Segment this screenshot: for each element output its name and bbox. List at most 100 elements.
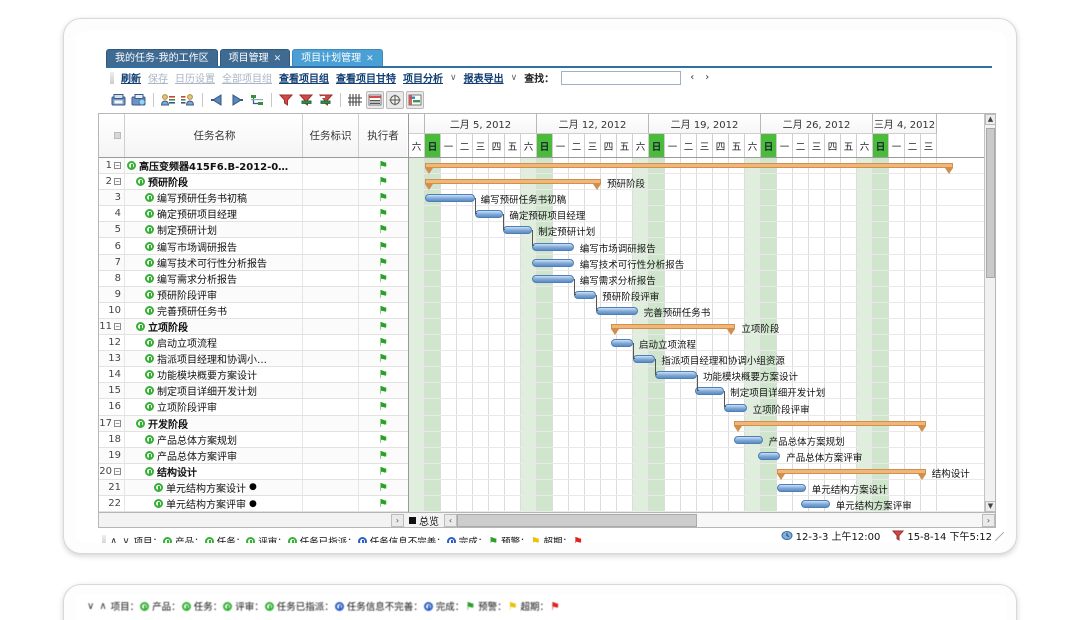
task-mark-cell[interactable]: [303, 318, 359, 335]
gantt-row[interactable]: [409, 432, 995, 448]
executor-cell[interactable]: ⚑: [359, 399, 407, 414]
task-name-cell[interactable]: 高压变频器415F6.B-2012-0…: [125, 158, 303, 174]
gantt-row[interactable]: [409, 496, 995, 512]
table-row[interactable]: 3 编写预研任务书初稿 ⚑: [99, 190, 408, 207]
assign-task-icon[interactable]: [179, 91, 197, 109]
gantt-task-bar[interactable]: [425, 194, 475, 203]
executor-cell[interactable]: ⚑: [359, 448, 407, 463]
task-mark-cell[interactable]: [303, 351, 359, 367]
executor-cell[interactable]: ⚑: [359, 367, 407, 382]
task-name-cell[interactable]: 编写预研任务书初稿: [125, 190, 303, 206]
next-result-icon[interactable]: ›: [705, 72, 710, 83]
gantt-row[interactable]: [409, 448, 995, 464]
executor-cell[interactable]: ⚑: [359, 383, 407, 398]
task-mark-cell[interactable]: [303, 222, 359, 238]
table-row[interactable]: 17− 开发阶段 ⚑: [99, 415, 408, 432]
gantt-body[interactable]: 预研阶段 编写预研任务书初稿 确定预研项目经理 制定预研计划 编写市场调研报告 编写技术可…: [409, 158, 995, 512]
drag-grip[interactable]: [102, 535, 106, 543]
gantt-summary-bar[interactable]: [425, 163, 953, 174]
gantt-row[interactable]: [409, 335, 995, 352]
column-header-executor[interactable]: 执行者: [359, 114, 407, 157]
tab-my-tasks[interactable]: 我的任务-我的工作区: [106, 49, 218, 67]
gantt-row[interactable]: [409, 416, 995, 432]
task-mark-cell[interactable]: [303, 158, 359, 174]
save-project-icon[interactable]: [130, 91, 148, 109]
task-name-cell[interactable]: 编写市场调研报告: [125, 238, 303, 254]
task-name-cell[interactable]: 预研阶段: [125, 174, 303, 190]
scroll-thumb[interactable]: [986, 128, 995, 278]
gantt-row[interactable]: [409, 367, 995, 384]
executor-cell[interactable]: ⚑: [359, 158, 407, 173]
gantt-row[interactable]: [409, 190, 995, 207]
collapse-down-icon[interactable]: ∨: [87, 600, 95, 612]
overview-button[interactable]: 总览: [404, 513, 444, 528]
table-row[interactable]: 16 立项阶段评审 ⚑: [99, 399, 408, 416]
gantt-task-bar[interactable]: [777, 484, 806, 492]
collapse-up-icon[interactable]: ∧: [110, 535, 118, 544]
zoom-fit-icon[interactable]: [386, 91, 404, 109]
table-row[interactable]: 9 预研阶段评审 ⚑: [99, 286, 408, 303]
task-name-cell[interactable]: 确定预研项目经理: [125, 206, 303, 222]
task-name-cell[interactable]: 指派项目经理和协调小…: [125, 351, 303, 367]
gantt-row[interactable]: [409, 206, 995, 223]
add-task-icon[interactable]: [159, 91, 177, 109]
timescale-icon[interactable]: [366, 91, 384, 109]
menu-item-view-project-gantt[interactable]: 查看项目甘特: [336, 74, 396, 85]
menu-item-calendar-settings[interactable]: 日历设置: [175, 74, 215, 85]
executor-cell[interactable]: ⚑: [359, 190, 407, 205]
executor-cell[interactable]: ⚑: [359, 464, 407, 479]
menu-item-report-export[interactable]: 报表导出: [463, 74, 504, 85]
table-row[interactable]: 6 编写市场调研报告 ⚑: [99, 238, 408, 255]
column-header-row-number[interactable]: [99, 114, 125, 157]
task-name-cell[interactable]: 完善预研任务书: [125, 302, 303, 318]
table-row[interactable]: 22 单元结构方案评审 ● ⚑: [99, 495, 408, 512]
menu-item-project-analysis[interactable]: 项目分析: [403, 74, 443, 85]
collapse-up-icon[interactable]: ∧: [99, 600, 107, 612]
close-icon[interactable]: ✕: [273, 53, 282, 64]
gantt-row[interactable]: [409, 464, 995, 480]
task-name-cell[interactable]: 制定项目详细开发计划: [125, 383, 303, 399]
chevron-down-icon[interactable]: ∨: [510, 72, 518, 83]
task-mark-cell[interactable]: [303, 383, 359, 399]
gantt-task-bar[interactable]: [532, 274, 574, 283]
gantt-task-bar[interactable]: [801, 500, 830, 509]
executor-cell[interactable]: ⚑: [359, 351, 407, 366]
gantt-scroll-thumb[interactable]: [457, 513, 697, 527]
gantt-task-bar[interactable]: [655, 371, 697, 380]
table-row[interactable]: 7 编写技术可行性分析报告 ⚑: [99, 254, 408, 271]
executor-cell[interactable]: ⚑: [359, 287, 407, 302]
task-mark-cell[interactable]: [303, 399, 359, 415]
table-row[interactable]: 4 确定预研项目经理 ⚑: [99, 206, 408, 223]
column-header-task-name[interactable]: 任务名称: [125, 114, 303, 157]
task-mark-cell[interactable]: [303, 495, 359, 512]
task-mark-cell[interactable]: [303, 463, 359, 479]
gantt-task-bar[interactable]: [503, 226, 533, 235]
menu-item-save[interactable]: 保存: [148, 74, 168, 85]
link-task-icon[interactable]: [248, 91, 266, 109]
gantt-task-bar[interactable]: [733, 435, 763, 444]
gantt-scroll-left-icon[interactable]: ‹: [444, 513, 457, 527]
gantt-scroll-track[interactable]: [457, 513, 982, 527]
gantt-row[interactable]: [409, 271, 995, 287]
gantt-task-bar[interactable]: [724, 403, 747, 412]
task-mark-cell[interactable]: [303, 367, 359, 383]
resize-grip[interactable]: [995, 532, 1004, 541]
task-name-cell[interactable]: 预研阶段评审: [125, 286, 303, 302]
task-mark-cell[interactable]: [303, 238, 359, 254]
tab-project-management[interactable]: 项目管理 ✕: [219, 49, 291, 67]
task-name-cell[interactable]: 制定预研计划: [125, 222, 303, 238]
gantt-vertical-scrollbar[interactable]: ▲ ▼: [984, 114, 995, 512]
chevron-down-icon[interactable]: ∨: [450, 72, 457, 83]
sort-icon[interactable]: [317, 91, 335, 109]
gantt-task-bar[interactable]: [695, 387, 725, 396]
gantt-row[interactable]: [409, 383, 995, 400]
executor-cell[interactable]: ⚑: [359, 206, 407, 221]
expand-collapse-icon[interactable]: −: [114, 322, 121, 330]
task-scroll-right-icon[interactable]: ›: [391, 513, 404, 527]
gantt-row[interactable]: [409, 174, 995, 191]
gantt-summary-bar[interactable]: [425, 179, 601, 191]
executor-cell[interactable]: ⚑: [359, 319, 407, 334]
table-row[interactable]: 8 编写需求分析报告 ⚑: [99, 270, 408, 287]
task-name-cell[interactable]: 单元结构方案设计 ●: [125, 479, 303, 495]
task-name-cell[interactable]: 开发阶段: [125, 415, 303, 431]
